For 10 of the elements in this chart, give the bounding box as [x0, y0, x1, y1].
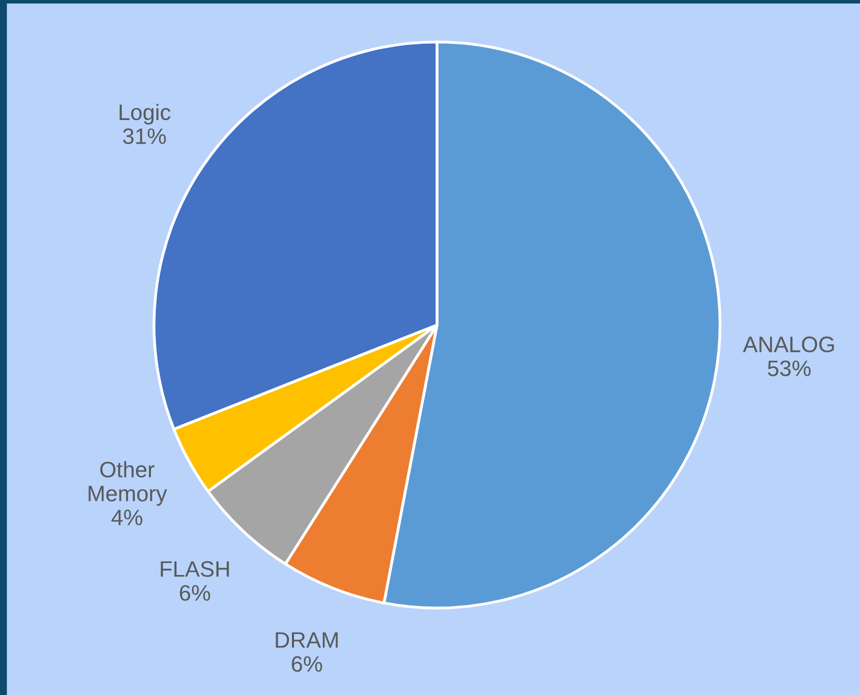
slice-label: Other Memory: [88, 461, 168, 506]
data-label: 4%: [111, 510, 142, 526]
data-label: 6%: [180, 585, 210, 601]
slice-label: FLASH: [160, 561, 229, 577]
data-label: 6%: [292, 656, 322, 672]
slice-label: DRAM: [276, 632, 338, 648]
data-label: 53%: [768, 360, 811, 376]
data-label: 31%: [123, 128, 166, 144]
slice-label: ANALOG: [742, 336, 834, 352]
slice-label: Logic: [120, 104, 170, 125]
